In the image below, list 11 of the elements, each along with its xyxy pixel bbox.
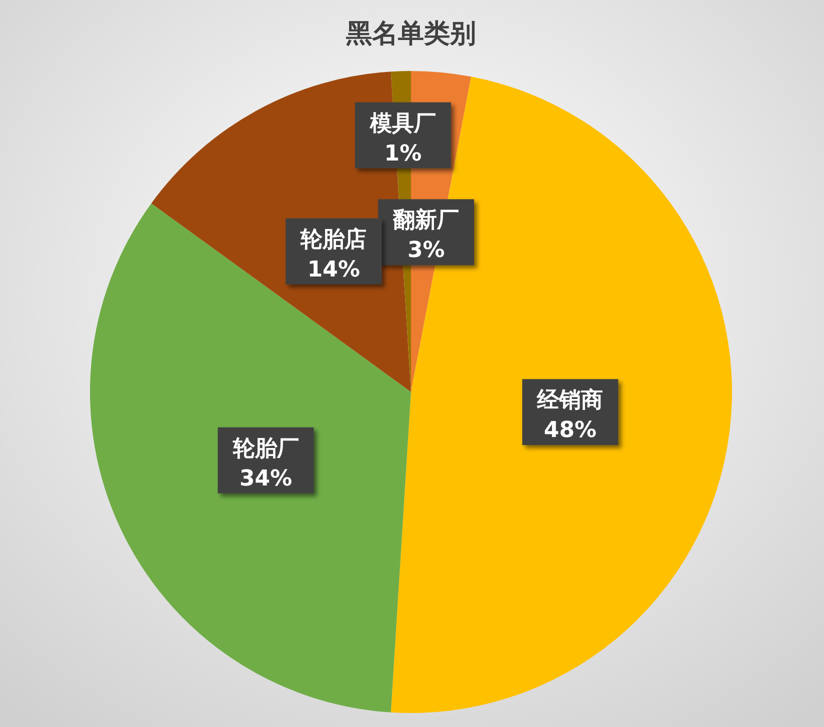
slice-label: 轮胎厂: [232, 436, 299, 462]
slice-label: 翻新厂: [392, 207, 460, 234]
data-label: 1%: [384, 141, 422, 166]
data-label: 34%: [239, 466, 292, 492]
slice-label: 轮胎店: [300, 226, 367, 252]
data-label: 3%: [407, 238, 445, 264]
data-label: 48%: [544, 418, 597, 444]
slice-label: 模具厂: [368, 111, 436, 136]
slice-label: 经销商: [536, 387, 604, 414]
chart-title: 黑名单类别: [345, 19, 476, 49]
data-label: 14%: [307, 257, 360, 282]
